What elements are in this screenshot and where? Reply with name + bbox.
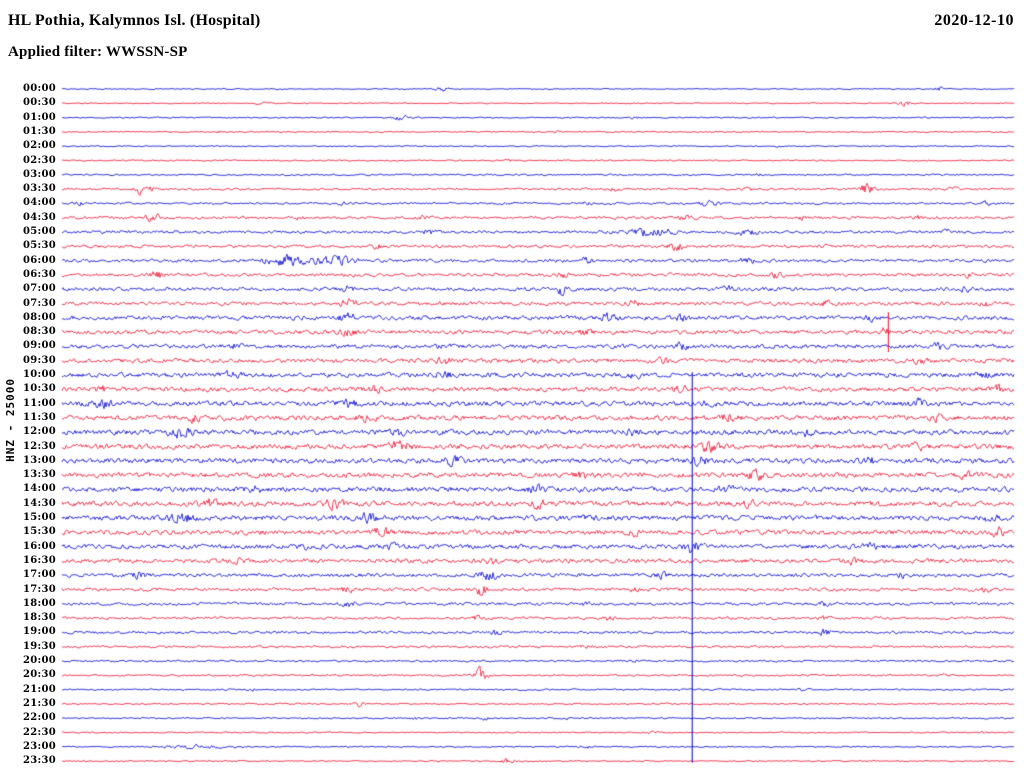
time-label: 14:00 [22,483,56,495]
time-label: 16:00 [22,540,56,552]
time-label: 03:00 [22,168,56,180]
record-date: 2020-12-10 [934,12,1014,29]
time-label: 12:30 [22,440,56,452]
time-axis: 00:00 00:30 01:00 01:30 02:00 02:30 03:00 03:30… [0,0,60,780]
time-label: 03:30 [22,183,56,195]
station-title: HL Pothia, Kalymnos Isl. (Hospital) [8,12,261,29]
time-label: 06:00 [22,254,56,266]
time-label: 13:30 [22,469,56,481]
time-label: 20:00 [22,655,56,666]
time-label: 11:30 [22,411,56,423]
time-label: 17:30 [22,583,56,595]
time-label: 19:30 [22,640,56,652]
time-label: 23:00 [22,740,56,752]
time-label: 04:00 [22,197,56,209]
time-label: 02:30 [22,154,56,166]
time-label: 15:00 [22,512,56,523]
time-label: 11:00 [22,397,56,409]
time-label: 23:30 [22,755,56,767]
time-label: 22:00 [22,712,56,724]
time-label: 09:00 [22,340,56,352]
time-label: 18:30 [22,612,56,624]
time-label: 09:30 [22,354,56,366]
time-label: 01:30 [22,125,56,137]
time-label: 21:00 [22,683,56,695]
time-label: 00:00 [22,83,56,94]
time-label: 16:30 [22,554,56,566]
time-label: 13:00 [22,454,56,466]
time-label: 14:30 [22,497,56,509]
time-label: 05:00 [22,226,56,237]
time-label: 21:30 [22,697,56,709]
time-label: 19:00 [22,626,56,638]
time-label: 07:30 [22,297,56,309]
time-label: 00:30 [22,97,56,109]
time-label: 05:30 [22,240,56,252]
time-label: 22:30 [22,726,56,738]
time-label: 20:30 [22,669,56,681]
time-label: 10:00 [22,369,56,380]
time-label: 01:00 [22,111,56,123]
time-label: 12:00 [22,426,56,438]
time-label: 06:30 [22,268,56,280]
time-label: 04:30 [22,211,56,223]
time-label: 10:30 [22,383,56,395]
time-label: 17:00 [22,569,56,581]
time-label: 15:30 [22,526,56,538]
filter-label: Applied filter: WWSSN-SP [8,44,188,60]
time-label: 08:30 [22,326,56,338]
time-label: 07:00 [22,283,56,295]
time-label: 02:00 [22,140,56,152]
time-label: 18:00 [22,597,56,609]
time-label: 08:00 [22,311,56,323]
